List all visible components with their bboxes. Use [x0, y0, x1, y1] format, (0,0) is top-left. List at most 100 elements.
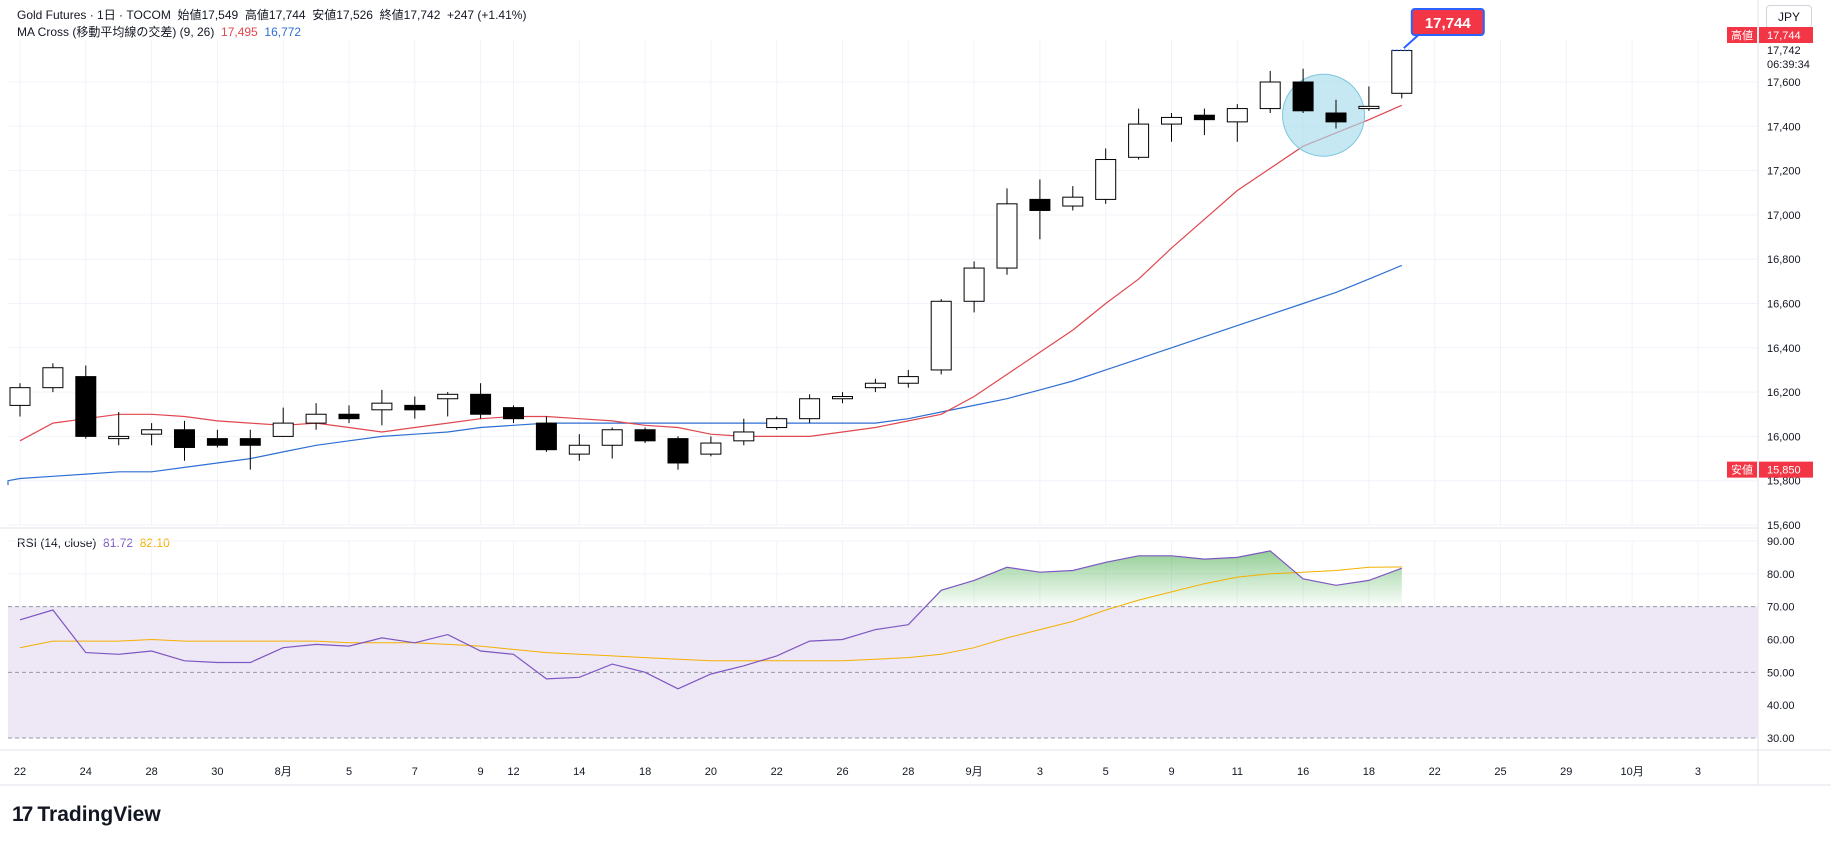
candle	[700, 436, 722, 457]
candle	[272, 407, 294, 437]
time-axis-label: 8月	[275, 766, 292, 778]
high-label: 高値	[244, 8, 269, 22]
candle-body-up	[1095, 159, 1117, 200]
candle-body-up	[1161, 116, 1182, 125]
rsi-title: RSI (14, close)	[17, 536, 97, 550]
time-axis-label: 22	[1429, 766, 1441, 778]
candle-body-up	[930, 300, 952, 371]
time-axis-label: 22	[771, 766, 783, 778]
time-axis-label: 28	[145, 766, 157, 778]
candle	[437, 392, 459, 417]
candle-body-up	[108, 435, 130, 440]
candle-body-down	[634, 429, 656, 442]
candle-body-up	[700, 442, 722, 455]
callout-box	[1410, 8, 1485, 36]
candle	[535, 416, 557, 452]
rsi-axis-label: 30.00	[1767, 733, 1795, 745]
candle-body-up	[1358, 105, 1380, 110]
candle-body-up	[601, 429, 623, 446]
candle-body-down	[470, 393, 492, 415]
candle-body-up	[1062, 196, 1084, 207]
high-value: 17,744	[268, 8, 306, 22]
candle-body-down	[75, 376, 97, 437]
time-axis-label: 5	[346, 766, 352, 778]
candle	[930, 299, 952, 375]
price-axis-label: 16,400	[1767, 343, 1801, 355]
candle-body-up	[305, 413, 327, 424]
tradingview-logo[interactable]: 17 TradingView	[12, 803, 161, 827]
header-ma[interactable]: MA Cross (移動平均線の交差) (9, 26) 17,495 16,77…	[17, 23, 301, 40]
candle	[1095, 148, 1117, 204]
time-axis-label: 16	[1297, 766, 1309, 778]
candle	[404, 396, 426, 419]
price-axis-label: 15,600	[1767, 520, 1801, 532]
close-value: 17,742	[403, 8, 441, 22]
candle	[174, 420, 195, 461]
candle	[1391, 50, 1413, 99]
price-badge-tag-label: 高値	[1731, 28, 1753, 42]
low-label: 安値	[312, 8, 337, 22]
open-label: 始値	[177, 8, 202, 22]
candle	[338, 405, 360, 424]
candle	[1128, 108, 1150, 160]
time-axis-label: 11	[1232, 766, 1243, 778]
ma-fast-value: 17,495	[221, 25, 258, 39]
price-axis-label: 15,800	[1767, 476, 1801, 488]
price-chart[interactable]: 17,744 15,600 15,800 16,000 16,200 16,400 16,6…	[0, 0, 1831, 800]
price-badge	[1759, 27, 1813, 43]
price-badge-tag-label: 安値	[1731, 463, 1753, 477]
time-axis-label: 29	[1560, 766, 1572, 778]
candle	[799, 394, 821, 424]
candle-body-down	[174, 429, 195, 448]
candle-body-up	[568, 444, 590, 455]
candle-body-down	[1325, 112, 1347, 123]
candle-body-up	[437, 393, 459, 400]
candle	[371, 389, 393, 426]
candle-body-up	[272, 422, 294, 437]
rsi-axis-label: 80.00	[1767, 569, 1795, 581]
candle-body-up	[9, 387, 31, 406]
candle-body-down	[1193, 114, 1215, 121]
candle-body-up	[1226, 108, 1248, 123]
candle-body-up	[963, 267, 985, 302]
candle-body-down	[239, 438, 261, 446]
price-badge	[1759, 461, 1813, 478]
candle	[864, 378, 886, 393]
callout-label: 17,744	[1425, 15, 1472, 32]
time-axis-label: 14	[573, 766, 585, 778]
tradingview-logo-icon: 17	[12, 803, 33, 826]
candle	[75, 365, 97, 439]
ma-slow-line	[7, 264, 1403, 486]
header-rsi[interactable]: RSI (14, close) 81.72 82.10	[17, 536, 170, 550]
candle	[634, 427, 656, 444]
candle	[42, 363, 64, 393]
bar-countdown: 06:39:34	[1767, 59, 1810, 71]
candle-body-down	[1029, 198, 1051, 211]
time-axis-label: 12	[507, 766, 519, 778]
candle	[1062, 186, 1084, 211]
candle	[108, 412, 130, 446]
candle-body-down	[1292, 81, 1314, 112]
candle-body-down	[535, 422, 557, 451]
candle	[1325, 99, 1347, 129]
candle	[141, 423, 163, 446]
candle	[568, 434, 590, 461]
low-value: 17,526	[336, 8, 373, 22]
price-axis-label: 16,800	[1767, 254, 1801, 266]
time-axis-label: 5	[1103, 766, 1109, 778]
candle-body-down	[206, 438, 228, 446]
candle-body-up	[1391, 50, 1413, 94]
candle	[963, 261, 985, 313]
rsi-axis-label: 90.00	[1767, 536, 1795, 548]
ma-fast-line	[19, 104, 1403, 442]
candle	[206, 429, 228, 448]
last-price-value: 17,742	[1767, 45, 1801, 57]
candle	[601, 427, 623, 459]
time-axis-label: 9	[1168, 766, 1174, 778]
candle-body-up	[371, 402, 393, 411]
candle	[305, 403, 327, 430]
rsi-axis-label: 60.00	[1767, 635, 1795, 647]
candle	[832, 392, 853, 404]
time-axis-label: 18	[639, 766, 651, 778]
candle	[766, 416, 788, 430]
